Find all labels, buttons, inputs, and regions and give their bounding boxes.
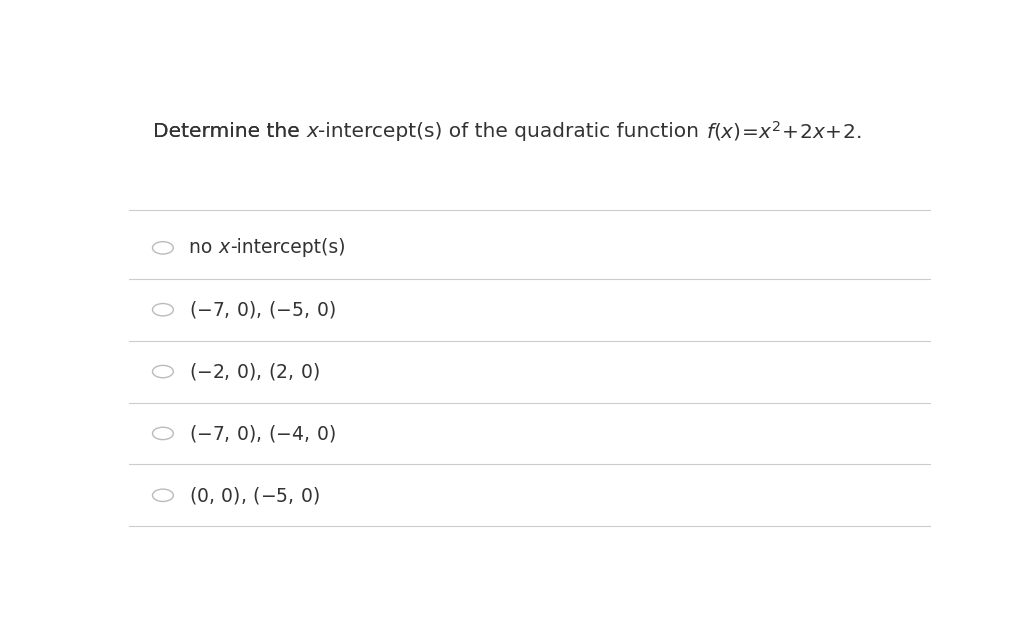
Text: Determine the: Determine the [153,122,306,141]
Text: $(\mathit{0},\,\mathit{0}),\,(\mathit{-5},\,\mathit{0})$: $(\mathit{0},\,\mathit{0}),\,(\mathit{-5… [189,485,321,506]
Text: no: no [189,239,218,257]
Text: -intercept(s) of the quadratic function: -intercept(s) of the quadratic function [318,122,705,141]
Text: x: x [306,122,318,141]
Text: -intercept(s): -intercept(s) [230,239,345,257]
Text: $(\mathit{-7},\,\mathit{0}),\,(\mathit{-5},\,\mathit{0})$: $(\mathit{-7},\,\mathit{0}),\,(\mathit{-… [189,299,336,320]
Text: Determine the: Determine the [153,122,306,141]
Text: x: x [218,239,230,257]
Text: $\mathit{f}(\mathit{x})\!=\!\mathit{x}^{2}\!+\!2\mathit{x}\!+\!2.$: $\mathit{f}(\mathit{x})\!=\!\mathit{x}^{… [705,119,861,143]
Text: $(\mathit{-7},\,\mathit{0}),\,(\mathit{-4},\,\mathit{0})$: $(\mathit{-7},\,\mathit{0}),\,(\mathit{-… [189,423,336,444]
Text: $(\mathit{-2},\,\mathit{0}),\,(\mathit{2},\,\mathit{0})$: $(\mathit{-2},\,\mathit{0}),\,(\mathit{2… [189,361,321,382]
